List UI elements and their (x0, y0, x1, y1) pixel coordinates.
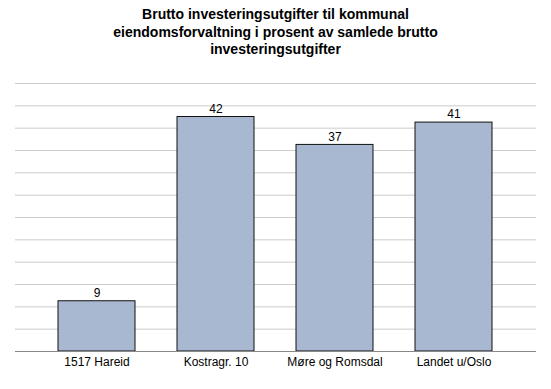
svg-text:Møre og Romsdal: Møre og Romsdal (287, 355, 382, 369)
svg-text:9: 9 (94, 286, 101, 300)
svg-text:Kostragr. 10: Kostragr. 10 (184, 355, 249, 369)
svg-text:1517 Hareid: 1517 Hareid (64, 355, 129, 369)
svg-text:42: 42 (209, 101, 223, 115)
html-text:Brutto investeringsutgifter ti: Brutto investeringsutgifter til kommunal… (113, 6, 438, 57)
svg-text:Landet u/Oslo: Landet u/Oslo (417, 355, 492, 369)
svg-text:41: 41 (447, 107, 461, 121)
svg-text:37: 37 (328, 129, 342, 143)
